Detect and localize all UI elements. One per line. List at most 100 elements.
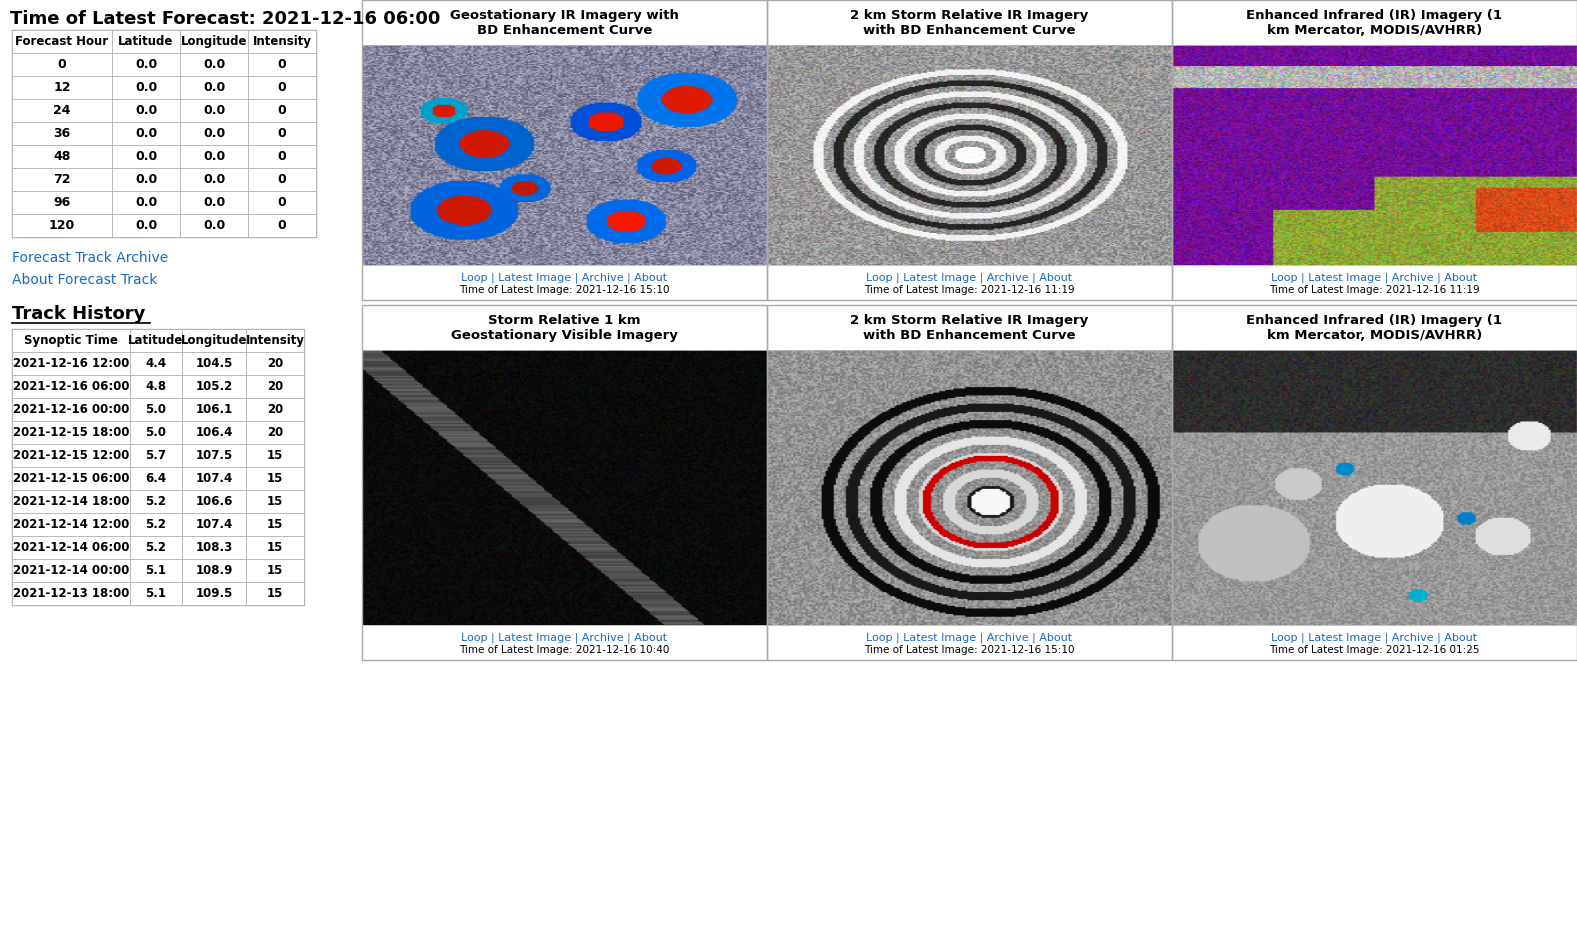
Bar bbox=[1172, 625, 1577, 660]
Text: Enhanced Infrared (IR) Imagery (1
km Mercator, MODIS/AVHRR): Enhanced Infrared (IR) Imagery (1 km Mer… bbox=[1246, 313, 1503, 342]
Text: 5.2: 5.2 bbox=[145, 518, 167, 531]
Text: 109.5: 109.5 bbox=[196, 587, 233, 600]
Text: 0.0: 0.0 bbox=[136, 127, 158, 140]
Bar bbox=[248, 122, 315, 145]
Bar bbox=[766, 305, 1172, 660]
Bar bbox=[766, 265, 1172, 300]
Text: 2021-12-16 06:00: 2021-12-16 06:00 bbox=[13, 380, 129, 393]
Text: 104.5: 104.5 bbox=[196, 357, 233, 370]
Bar bbox=[129, 421, 181, 444]
Bar bbox=[246, 444, 304, 467]
Text: 0: 0 bbox=[278, 81, 287, 94]
Bar bbox=[112, 76, 180, 99]
Bar bbox=[248, 214, 315, 237]
Bar bbox=[129, 536, 181, 559]
Text: 0.0: 0.0 bbox=[136, 219, 158, 232]
Bar bbox=[246, 421, 304, 444]
Bar bbox=[13, 559, 129, 582]
Bar bbox=[13, 76, 112, 99]
Bar bbox=[112, 99, 180, 122]
Text: 5.2: 5.2 bbox=[145, 541, 167, 554]
Bar bbox=[181, 375, 246, 398]
Bar bbox=[248, 191, 315, 214]
Text: 0: 0 bbox=[278, 173, 287, 186]
Text: 0: 0 bbox=[278, 58, 287, 71]
Bar bbox=[363, 0, 766, 300]
Bar bbox=[181, 398, 246, 421]
Bar bbox=[13, 214, 112, 237]
Bar bbox=[129, 582, 181, 605]
Bar bbox=[180, 99, 248, 122]
Bar bbox=[248, 53, 315, 76]
Bar bbox=[248, 30, 315, 53]
Bar bbox=[1172, 265, 1577, 300]
Bar bbox=[1172, 305, 1577, 350]
Text: 2021-12-15 12:00: 2021-12-15 12:00 bbox=[13, 449, 129, 462]
Bar bbox=[246, 329, 304, 352]
Bar bbox=[129, 513, 181, 536]
Bar bbox=[180, 30, 248, 53]
Bar bbox=[112, 145, 180, 168]
Bar bbox=[363, 305, 766, 660]
Bar bbox=[0, 0, 363, 946]
Bar bbox=[766, 625, 1172, 660]
Bar bbox=[13, 145, 112, 168]
Bar bbox=[13, 122, 112, 145]
Text: 106.4: 106.4 bbox=[196, 426, 233, 439]
Text: 5.1: 5.1 bbox=[145, 587, 167, 600]
Text: 2021-12-15 18:00: 2021-12-15 18:00 bbox=[13, 426, 129, 439]
Bar bbox=[766, 45, 1172, 265]
Bar bbox=[766, 0, 1172, 45]
Text: 15: 15 bbox=[267, 449, 284, 462]
Text: 107.4: 107.4 bbox=[196, 472, 233, 485]
Text: Time of Latest Image: 2021-12-16 15:10: Time of Latest Image: 2021-12-16 15:10 bbox=[459, 285, 670, 295]
Text: 5.2: 5.2 bbox=[145, 495, 167, 508]
Text: Synoptic Time: Synoptic Time bbox=[24, 334, 118, 347]
Bar bbox=[13, 191, 112, 214]
Bar bbox=[246, 559, 304, 582]
Bar bbox=[112, 168, 180, 191]
Text: 72: 72 bbox=[54, 173, 71, 186]
Bar bbox=[13, 398, 129, 421]
Bar bbox=[180, 53, 248, 76]
Bar bbox=[181, 513, 246, 536]
Text: 24: 24 bbox=[54, 104, 71, 117]
Bar bbox=[129, 559, 181, 582]
Bar bbox=[363, 45, 766, 265]
Text: 0.0: 0.0 bbox=[203, 196, 226, 209]
Text: Intensity: Intensity bbox=[246, 334, 304, 347]
Bar bbox=[246, 513, 304, 536]
Text: 105.2: 105.2 bbox=[196, 380, 233, 393]
Text: Loop | Latest Image | Archive | About: Loop | Latest Image | Archive | About bbox=[866, 272, 1072, 283]
Text: 0: 0 bbox=[278, 127, 287, 140]
Bar bbox=[129, 490, 181, 513]
Text: About Forecast Track: About Forecast Track bbox=[13, 273, 158, 287]
Text: 20: 20 bbox=[267, 426, 284, 439]
Text: 107.4: 107.4 bbox=[196, 518, 233, 531]
Bar bbox=[766, 350, 1172, 625]
Text: Forecast Hour: Forecast Hour bbox=[16, 35, 109, 48]
Bar bbox=[181, 559, 246, 582]
Text: 2021-12-14 06:00: 2021-12-14 06:00 bbox=[13, 541, 129, 554]
Text: 0.0: 0.0 bbox=[136, 196, 158, 209]
Bar bbox=[112, 191, 180, 214]
Bar bbox=[13, 329, 304, 605]
Text: 12: 12 bbox=[54, 81, 71, 94]
Bar bbox=[112, 30, 180, 53]
Bar bbox=[1172, 350, 1577, 625]
Text: 0.0: 0.0 bbox=[203, 219, 226, 232]
Bar bbox=[181, 490, 246, 513]
Text: Loop | Latest Image | Archive | About: Loop | Latest Image | Archive | About bbox=[866, 632, 1072, 642]
Text: 0: 0 bbox=[58, 58, 66, 71]
Text: Track History: Track History bbox=[13, 305, 145, 323]
Bar bbox=[13, 99, 112, 122]
Text: 96: 96 bbox=[54, 196, 71, 209]
Text: Loop | Latest Image | Archive | About: Loop | Latest Image | Archive | About bbox=[1271, 272, 1478, 283]
Bar bbox=[180, 122, 248, 145]
Bar bbox=[246, 536, 304, 559]
Text: 0.0: 0.0 bbox=[203, 58, 226, 71]
Text: 2021-12-14 18:00: 2021-12-14 18:00 bbox=[13, 495, 129, 508]
Bar bbox=[1172, 305, 1577, 660]
Bar bbox=[13, 513, 129, 536]
Text: 2021-12-16 12:00: 2021-12-16 12:00 bbox=[13, 357, 129, 370]
